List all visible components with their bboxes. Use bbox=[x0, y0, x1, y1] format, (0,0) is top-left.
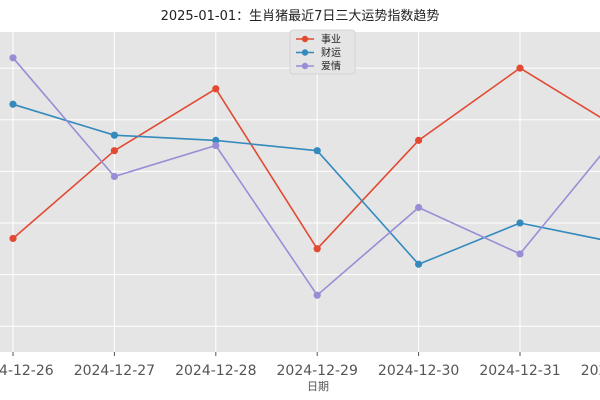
x-tick-label: 2024-12-26 bbox=[0, 363, 54, 379]
x-axis-label: 日期 bbox=[307, 380, 329, 393]
legend-marker-0 bbox=[301, 35, 309, 43]
x-tick-label: 2024-12-31 bbox=[479, 363, 560, 379]
series-layer bbox=[9, 54, 600, 299]
legend-label-1: 财运 bbox=[321, 46, 341, 59]
data-point bbox=[516, 64, 524, 72]
legend-label-0: 事业 bbox=[321, 33, 341, 46]
data-point bbox=[9, 100, 17, 108]
x-tick-label: 2024-12-29 bbox=[277, 363, 358, 379]
data-point bbox=[9, 234, 17, 243]
legend-label-2: 爱情 bbox=[321, 60, 341, 73]
x-tick-label: 2024-12-28 bbox=[175, 363, 256, 379]
data-point bbox=[9, 54, 17, 62]
data-point bbox=[212, 136, 220, 144]
x-tick-label: 2025-01-01 bbox=[581, 363, 600, 379]
x-tick-label: 2024-12-27 bbox=[74, 363, 155, 379]
data-point bbox=[415, 260, 423, 268]
data-point bbox=[313, 147, 321, 155]
data-point bbox=[110, 131, 118, 139]
x-tick-label: 2024-12-30 bbox=[378, 363, 459, 379]
data-point bbox=[313, 291, 321, 299]
data-point bbox=[212, 85, 220, 93]
data-point bbox=[212, 141, 220, 150]
data-point bbox=[516, 219, 524, 227]
data-point bbox=[415, 203, 423, 212]
legend-marker-2 bbox=[301, 62, 309, 70]
chart-title: 2025-01-01：生肖猪最近7日三大运势指数趋势 bbox=[161, 8, 440, 24]
data-point bbox=[516, 250, 524, 258]
data-point bbox=[110, 147, 118, 155]
data-point bbox=[110, 172, 118, 181]
x-tick-labels: 2024-12-26 2024-12-27 2024-12-28 2024-12-29… bbox=[0, 352, 600, 379]
data-point bbox=[415, 136, 423, 144]
legend-marker-1 bbox=[301, 49, 309, 56]
plot-background bbox=[0, 32, 600, 352]
data-point bbox=[313, 245, 321, 253]
